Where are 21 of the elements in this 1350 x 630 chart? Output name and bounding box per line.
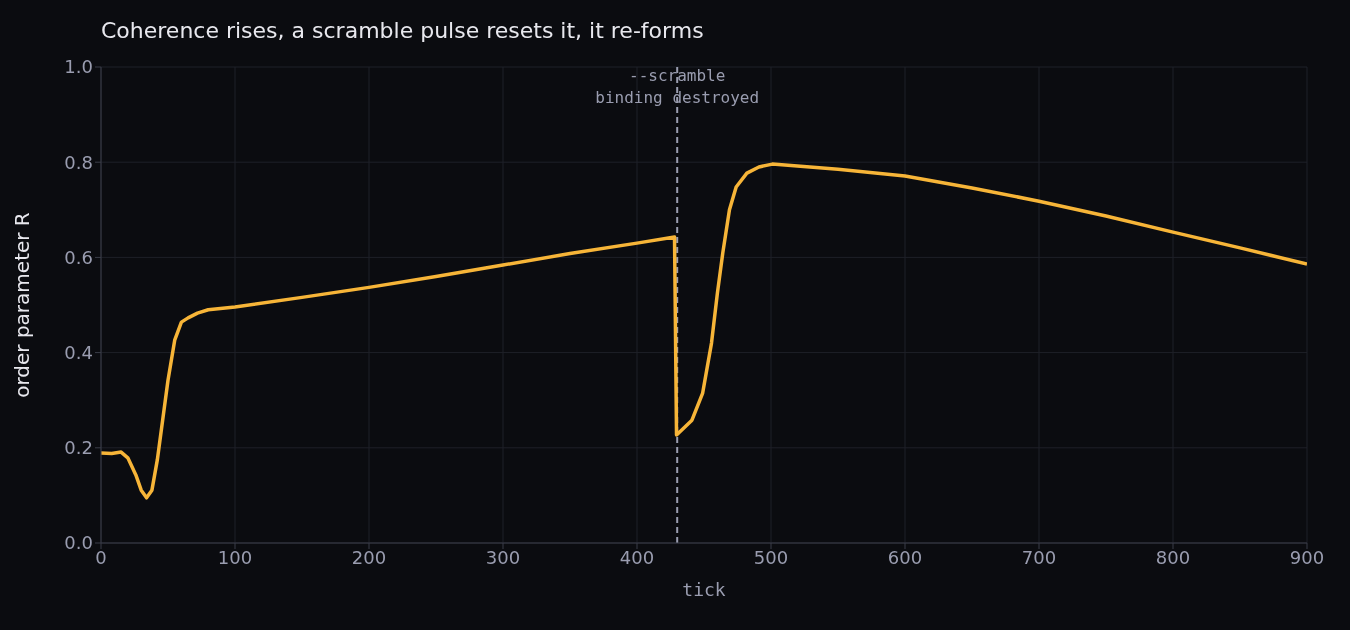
x-tick-label: 600 — [887, 546, 923, 568]
x-axis-title: tick — [682, 578, 726, 600]
y-tick-label: 0.0 — [64, 532, 93, 554]
x-tick-label: 0 — [95, 546, 107, 568]
x-tick-label: 300 — [485, 546, 521, 568]
y-tick-label: 0.8 — [64, 151, 93, 173]
x-tick-label: 500 — [753, 546, 789, 568]
ref-line-label: --scramble binding destroyed — [595, 66, 760, 107]
x-tick-label: 100 — [217, 546, 253, 568]
y-tick-label: 0.2 — [64, 437, 93, 459]
chart-title: Coherence rises, a scramble pulse resets it, it re-forms — [101, 18, 704, 43]
x-tick-label: 800 — [1155, 546, 1191, 568]
y-tick-label: 0.4 — [64, 341, 93, 363]
y-axis-title: order parameter R — [10, 212, 35, 398]
x-tick-label: 700 — [1021, 546, 1057, 568]
x-tick-label: 200 — [351, 546, 387, 568]
x-tick-label: 400 — [619, 546, 655, 568]
x-tick-label: 900 — [1289, 546, 1325, 568]
y-tick-label: 0.6 — [64, 246, 93, 268]
y-tick-label: 1.0 — [64, 56, 93, 78]
line-series — [101, 162, 1307, 500]
